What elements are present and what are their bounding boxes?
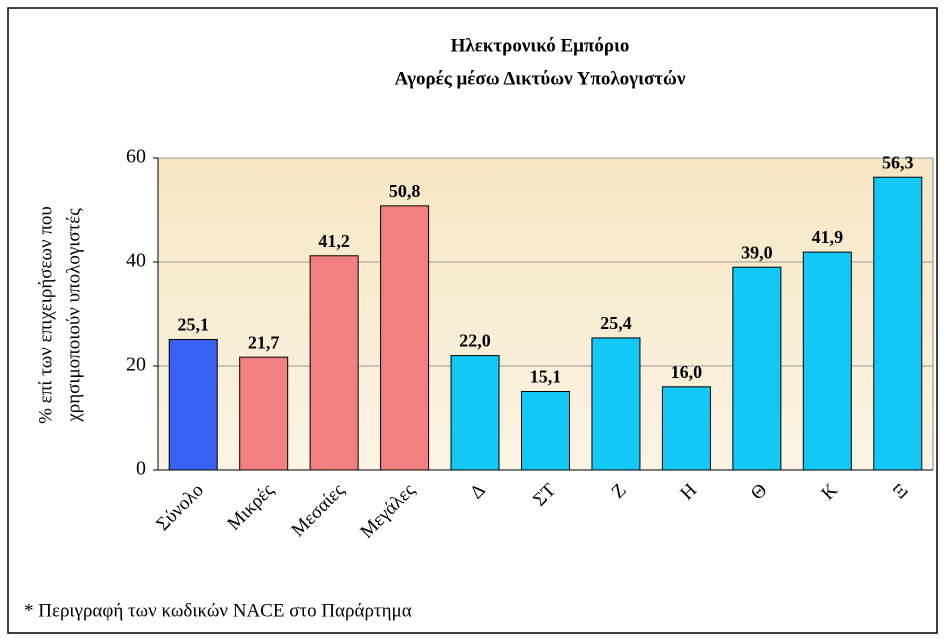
bar [380, 205, 430, 471]
data-label: 41,2 [318, 231, 350, 251]
bar [239, 356, 289, 471]
data-label: 21,7 [248, 332, 280, 352]
bar [591, 337, 641, 471]
bar [732, 266, 782, 471]
data-label: 39,0 [741, 242, 773, 262]
data-label: 16,0 [671, 362, 703, 382]
bar [521, 390, 570, 471]
bar [450, 355, 500, 471]
y-tick-label: 0 [136, 458, 146, 480]
y-axis-label: % επί των επιχειρήσεων που [35, 206, 56, 424]
data-label: 50,8 [389, 181, 421, 201]
y-tick-label: 40 [126, 250, 146, 272]
chart-title: Ηλεκτρονικό Εμπόριο [451, 35, 630, 56]
y-axis-label: χρησιμοποιούν υπολογιστές [63, 208, 84, 423]
bar [802, 251, 852, 471]
bar [309, 255, 359, 471]
y-tick-label: 20 [126, 354, 146, 376]
footnote: * Περιγραφή των κωδικών NACE στο Παράρτη… [24, 600, 412, 621]
bar [661, 386, 711, 471]
data-label: 56,3 [882, 152, 914, 172]
data-label: 15,1 [530, 367, 562, 387]
bar [168, 338, 218, 471]
data-label: 25,1 [177, 315, 209, 335]
data-label: 41,9 [812, 227, 844, 247]
y-tick-label: 60 [126, 146, 146, 168]
data-label: 22,0 [459, 331, 491, 351]
bar [873, 176, 923, 471]
data-label: 25,4 [600, 313, 632, 333]
chart-title: Αγορές μέσω Δικτύων Υπολογιστών [395, 68, 686, 89]
